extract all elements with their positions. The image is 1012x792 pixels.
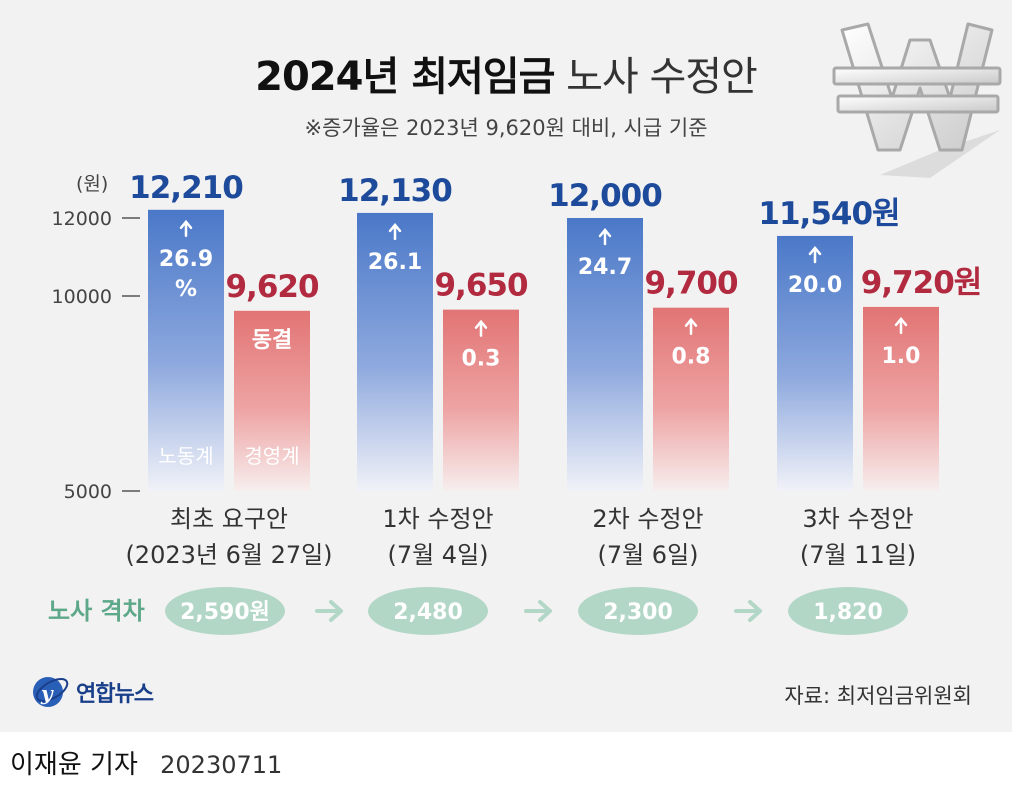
- category-date-label-0: (2023년 6월 27일): [125, 541, 332, 569]
- mgmt-rate-label-3-0: 1.0: [882, 344, 921, 369]
- reporter-name: 이재윤 기자: [10, 750, 138, 780]
- y-tick-label-1: 10000: [52, 286, 112, 308]
- mgmt-arrow-up-icon-1: [474, 319, 488, 337]
- mgmt-bar-1: [443, 309, 519, 491]
- mgmt-rate-label-2-0: 0.8: [672, 345, 711, 370]
- labor-bar-3: [777, 235, 853, 491]
- gap-arrow-right-icon-2: [734, 600, 762, 622]
- page-title: 2024년 최저임금 노사 수정안: [0, 44, 1012, 102]
- gap-title: 노사 격차: [48, 597, 145, 625]
- mgmt-bar-0: [234, 310, 310, 491]
- mgmt-bar-2: [653, 307, 729, 491]
- mgmt-value-label-1: 9,650: [434, 268, 527, 304]
- category-date-label-3: (7월 11일): [800, 541, 916, 569]
- labor-rate-label-0-1: %: [175, 277, 197, 302]
- category-label-2: 2차 수정안: [592, 505, 703, 533]
- labor-bar-2: [567, 218, 643, 491]
- y-tick-label-2: 5000: [64, 481, 112, 503]
- won-symbol-icon: [832, 22, 1002, 178]
- y-tick-label-0: 12000: [52, 208, 112, 230]
- gap-value-label-0: 2,590원: [180, 600, 270, 625]
- gap-badge-1: [368, 587, 488, 635]
- labor-bar-0: [148, 209, 224, 491]
- labor-arrow-up-icon-2: [598, 228, 612, 246]
- category-date-label-1: (7월 4일): [387, 541, 488, 569]
- labor-value-label-3: 11,540원: [758, 196, 899, 232]
- labor-value-label-0: 12,210: [129, 170, 243, 206]
- gap-badge-2: [578, 587, 698, 635]
- labor-arrow-up-icon-1: [388, 222, 402, 241]
- mgmt-rate-label-1-0: 0.3: [462, 347, 501, 372]
- labor-rate-label-1-0: 26.1: [368, 250, 422, 275]
- y-unit-label: (원): [76, 173, 108, 195]
- gap-arrow-right-icon-1: [524, 600, 552, 622]
- mgmt-value-label-3: 9,720원: [861, 265, 982, 301]
- mgmt-rate-label-0-0: 동결: [252, 328, 292, 353]
- gap-arrow-right-icon-0: [315, 600, 343, 622]
- labor-value-label-2: 12,000: [548, 178, 662, 214]
- mgmt-arrow-up-icon-2: [684, 317, 698, 335]
- mgmt-value-label-2: 9,700: [644, 266, 737, 302]
- labor-arrow-up-icon-0: [179, 219, 193, 238]
- title-light: 노사 수정안: [566, 54, 758, 100]
- svg-text:y: y: [40, 681, 54, 705]
- byline: 이재윤 기자 20230711: [10, 744, 282, 781]
- gap-badge-0: [165, 587, 285, 635]
- labor-series-label: 노동계: [158, 444, 213, 468]
- mgmt-series-label: 경영계: [244, 444, 299, 468]
- publish-date: 20230711: [160, 751, 283, 779]
- mgmt-bar-3: [863, 306, 939, 491]
- category-label-3: 3차 수정안: [802, 505, 913, 533]
- labor-rate-label-0-0: 26.9: [159, 247, 213, 272]
- yonhap-logo-icon: y: [33, 677, 69, 707]
- labor-value-label-1: 12,130: [338, 173, 452, 209]
- category-label-0: 최초 요구안: [170, 505, 288, 533]
- brand-logo: y 연합뉴스: [30, 672, 154, 712]
- brand-name: 연합뉴스: [76, 682, 154, 707]
- gap-value-label-2: 2,300: [603, 600, 673, 625]
- title-bold: 2024년 최저임금: [255, 54, 555, 100]
- labor-bar-1: [357, 212, 433, 491]
- labor-rate-label-2-0: 24.7: [578, 255, 632, 280]
- labor-arrow-up-icon-3: [808, 245, 822, 264]
- gap-value-label-1: 2,480: [393, 600, 463, 625]
- gap-badge-3: [788, 587, 908, 635]
- category-date-label-2: (7월 6일): [597, 541, 698, 569]
- subtitle: ※증가율은 2023년 9,620원 대비, 시급 기준: [304, 116, 708, 140]
- category-label-1: 1차 수정안: [382, 505, 493, 533]
- labor-rate-label-3-0: 20.0: [788, 273, 842, 298]
- gap-value-label-3: 1,820: [813, 600, 883, 625]
- mgmt-value-label-0: 9,620: [225, 269, 318, 305]
- mgmt-arrow-up-icon-3: [894, 316, 908, 335]
- source-credit: 자료: 최저임금위원회: [784, 684, 972, 708]
